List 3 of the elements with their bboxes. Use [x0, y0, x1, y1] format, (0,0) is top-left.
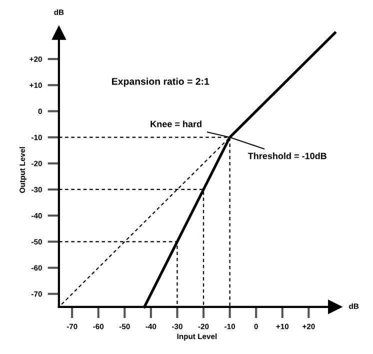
annotation: Knee = hard [150, 120, 202, 128]
annotation: Threshold = -10dB [248, 152, 326, 160]
annotation: Expansion ratio = 2:1 [112, 78, 210, 87]
